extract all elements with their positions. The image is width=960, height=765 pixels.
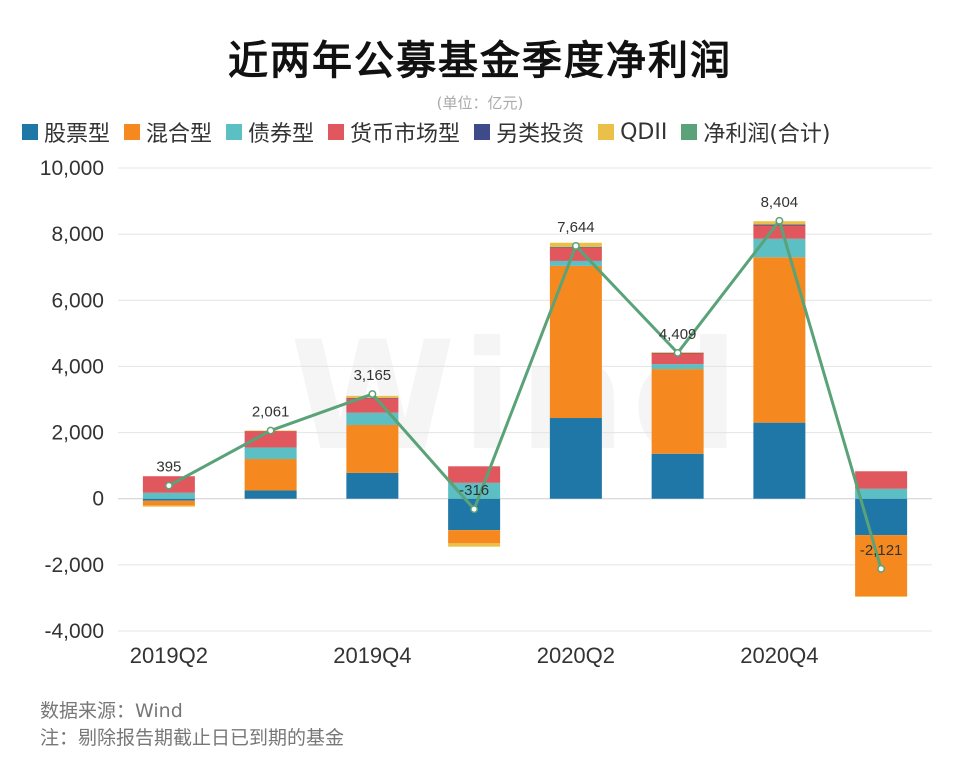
bar-segment xyxy=(753,422,806,499)
x-tick-label: 2020Q2 xyxy=(537,643,615,668)
bar-segment xyxy=(549,260,602,266)
bar-segment xyxy=(244,447,297,460)
y-tick-label: -4,000 xyxy=(44,620,104,643)
y-tick-label: 10,000 xyxy=(40,157,104,180)
data-label: 395 xyxy=(156,459,181,476)
legend-swatch xyxy=(226,124,243,140)
net-profit-point xyxy=(164,481,173,490)
bar-segment xyxy=(753,238,806,258)
bar-segment xyxy=(142,505,195,507)
bar-segment xyxy=(142,498,195,501)
legend-item: 债券型 xyxy=(226,116,314,148)
bar-segment xyxy=(651,353,704,365)
bar-segment xyxy=(549,265,602,419)
data-label: 4,409 xyxy=(659,326,697,343)
data-label: 7,644 xyxy=(557,219,595,236)
bar-segment xyxy=(244,490,297,499)
bar-segment xyxy=(448,498,501,531)
footer: 数据来源：Wind 注：剔除报告期截止日已到期的基金 xyxy=(40,698,344,752)
legend-label: 另类投资 xyxy=(496,122,585,147)
bar-segment xyxy=(855,471,908,489)
x-tick-label: 2019Q2 xyxy=(130,643,208,668)
net-profit-point xyxy=(673,348,682,357)
bar-segment xyxy=(346,472,399,499)
bar-segment xyxy=(448,543,501,547)
legend-item: QDII xyxy=(598,120,667,145)
legend-swatch xyxy=(328,124,345,140)
legend-label: 股票型 xyxy=(44,122,111,147)
bar-segment xyxy=(855,596,908,597)
legend-label: 混合型 xyxy=(146,122,213,147)
y-tick-label: 6,000 xyxy=(51,289,104,312)
data-label: 2,061 xyxy=(252,404,290,421)
bar-segment xyxy=(855,488,908,499)
unit-note: (单位：亿元) xyxy=(436,94,524,112)
legend-label: 净利润(合计) xyxy=(703,122,831,147)
net-profit-point xyxy=(368,390,377,398)
data-label: 8,404 xyxy=(761,194,799,211)
net-profit-line xyxy=(168,219,883,570)
legend-swatch xyxy=(124,124,141,140)
bar-segment xyxy=(244,459,297,491)
net-profit-point xyxy=(775,216,784,225)
bar-segment xyxy=(346,424,399,473)
data-label: -2,121 xyxy=(860,542,903,559)
legend-item: 另类投资 xyxy=(474,116,584,148)
bar-segment xyxy=(753,225,806,239)
bar-segment xyxy=(346,397,399,399)
footnote: 注：剔除报告期截止日已到期的基金 xyxy=(40,727,345,749)
legend-swatch xyxy=(474,124,491,140)
net-profit-point xyxy=(266,426,275,435)
x-tick-label: 2020Q4 xyxy=(740,643,818,668)
bar-segment xyxy=(651,369,704,454)
net-profit-point xyxy=(571,241,580,250)
legend-swatch xyxy=(681,124,698,140)
data-label: 3,165 xyxy=(354,367,392,384)
bar-segment xyxy=(651,453,704,499)
legend-label: 货币市场型 xyxy=(350,122,461,147)
bar-segment xyxy=(142,492,195,499)
legend-item: 股票型 xyxy=(22,116,110,148)
net-profit-point xyxy=(877,564,886,573)
bar-segment xyxy=(244,430,297,448)
bar-segment xyxy=(346,412,399,425)
legend-item: 混合型 xyxy=(124,116,212,148)
bar-segment xyxy=(448,530,501,544)
legend-item: 货币市场型 xyxy=(328,116,460,148)
chart-title: 近两年公募基金季度净利润 xyxy=(228,38,732,84)
bar-segment xyxy=(142,500,195,506)
y-tick-label: 4,000 xyxy=(51,355,104,378)
y-tick-label: 0 xyxy=(92,488,104,511)
bar-segment xyxy=(549,418,602,499)
legend: 股票型 混合型 债券型 货币市场型 另类投资 QDII 净利润(合计) xyxy=(22,116,844,148)
data-label: -316 xyxy=(459,482,489,499)
legend-label: 债券型 xyxy=(248,122,315,147)
y-tick-label: -2,000 xyxy=(44,554,104,577)
y-tick-label: 2,000 xyxy=(51,422,104,445)
legend-swatch xyxy=(598,124,615,140)
legend-item: 净利润(合计) xyxy=(681,116,830,148)
legend-swatch xyxy=(22,124,38,140)
y-tick-label: 8,000 xyxy=(51,223,104,246)
bar-segment xyxy=(448,466,501,483)
x-tick-label: 2019Q4 xyxy=(333,643,411,668)
bar-segment xyxy=(651,364,704,370)
legend-label: QDII xyxy=(620,119,668,145)
source-note: 数据来源：Wind xyxy=(40,700,183,722)
net-profit-point xyxy=(470,505,479,514)
